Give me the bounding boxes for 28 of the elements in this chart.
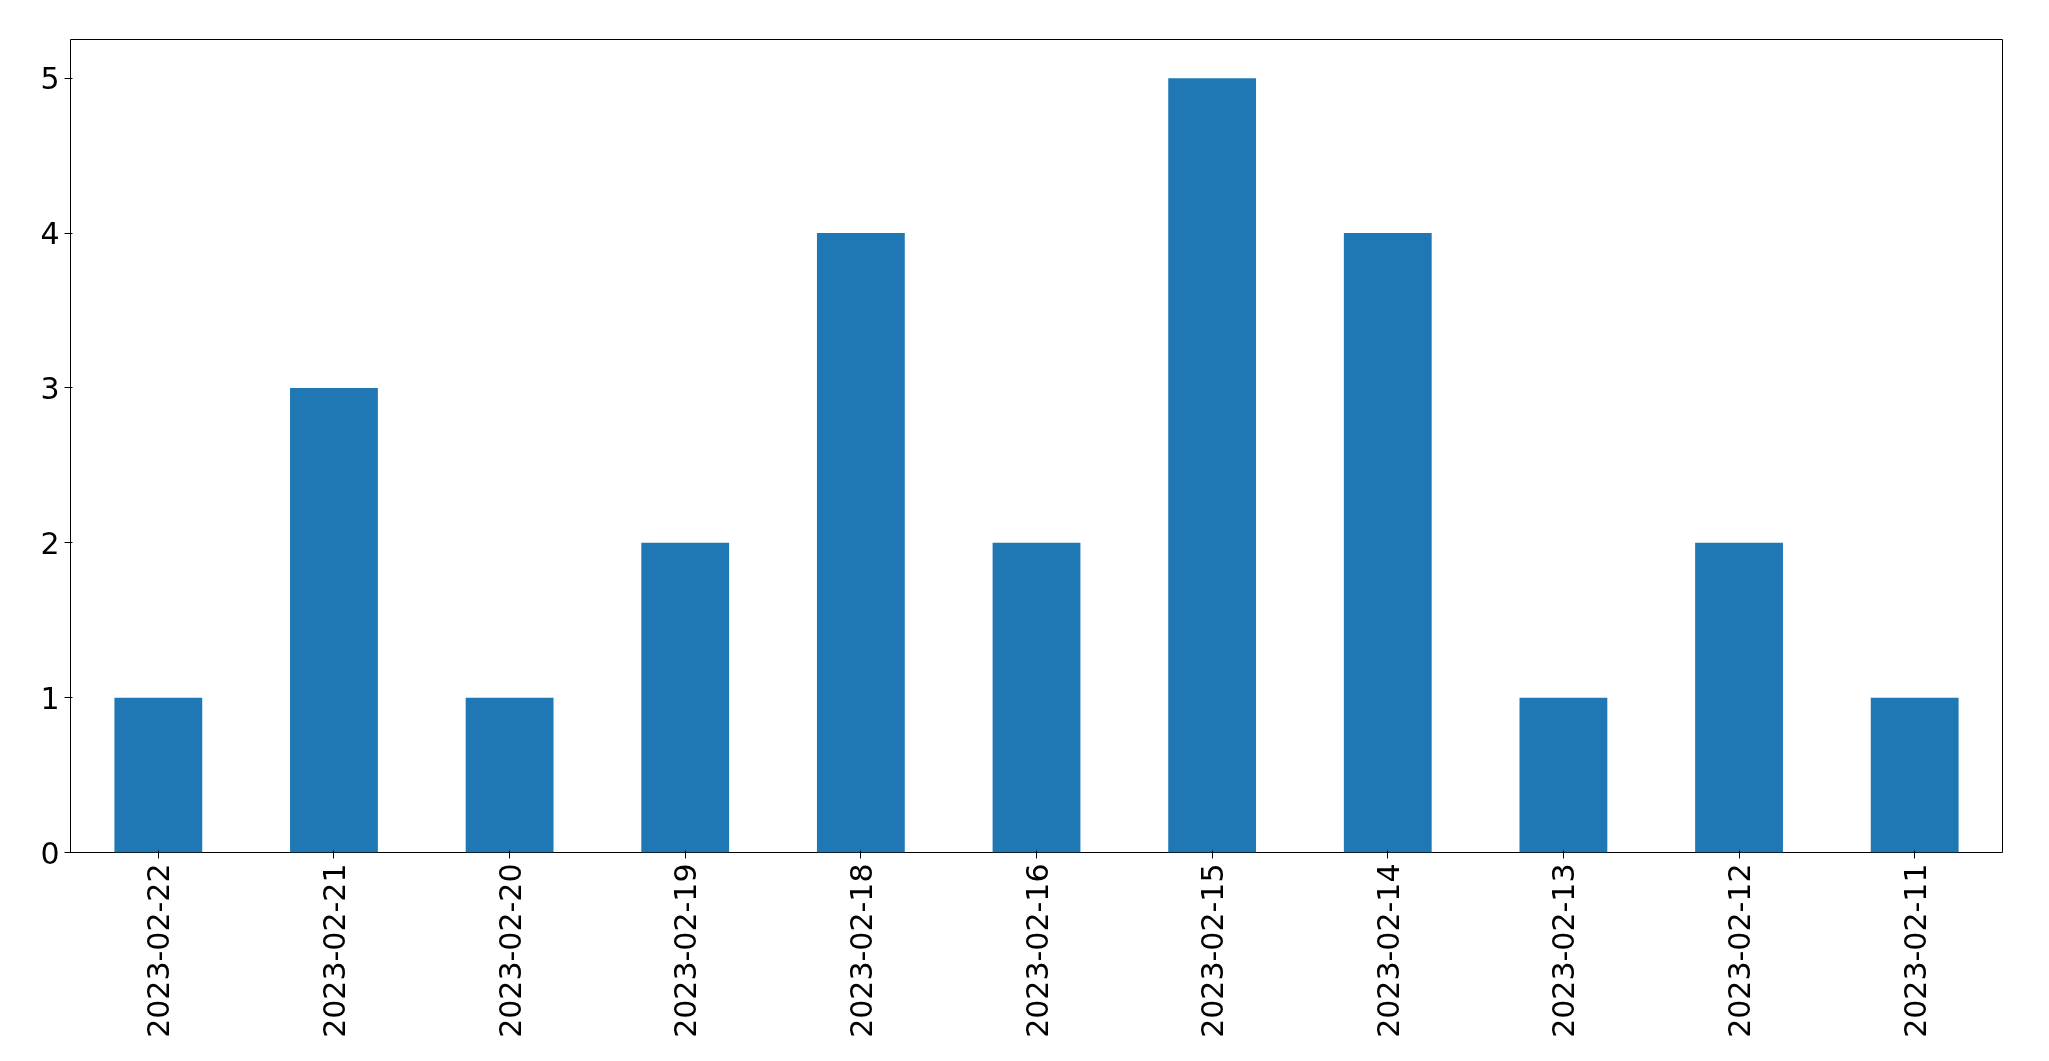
x-tick-label: 2023-02-15 (1195, 863, 1231, 1038)
y-tick-label: 4 (40, 216, 60, 252)
x-tick-label: 2023-02-20 (492, 863, 528, 1038)
x-tick-label: 2023-02-22 (141, 863, 177, 1038)
x-tick-label: 2023-02-16 (1019, 863, 1055, 1038)
bar (1343, 233, 1432, 853)
bar (290, 387, 378, 853)
bar (465, 697, 554, 853)
x-tick-label: 2023-02-14 (1370, 863, 1406, 1038)
bar (816, 233, 905, 853)
y-tick-label: 0 (40, 835, 60, 871)
y-tick-label: 3 (40, 370, 60, 406)
bar (114, 697, 203, 853)
x-tick-label: 2023-02-19 (668, 863, 704, 1038)
x-tick-label: 2023-02-11 (1897, 863, 1933, 1038)
y-tick-label: 1 (40, 680, 60, 716)
y-tick-label: 5 (40, 61, 60, 97)
x-tick-label: 2023-02-18 (843, 863, 879, 1038)
bar (1695, 542, 1783, 853)
x-tick-label: 2023-02-21 (316, 863, 352, 1038)
x-tick-label: 2023-02-13 (1546, 863, 1582, 1038)
bar (1519, 697, 1608, 853)
y-tick-label: 2 (40, 525, 60, 561)
bar (1168, 78, 1257, 853)
bar (992, 542, 1081, 853)
bar (1870, 697, 1959, 853)
bar (641, 542, 730, 853)
x-tick-label: 2023-02-12 (1722, 863, 1758, 1038)
